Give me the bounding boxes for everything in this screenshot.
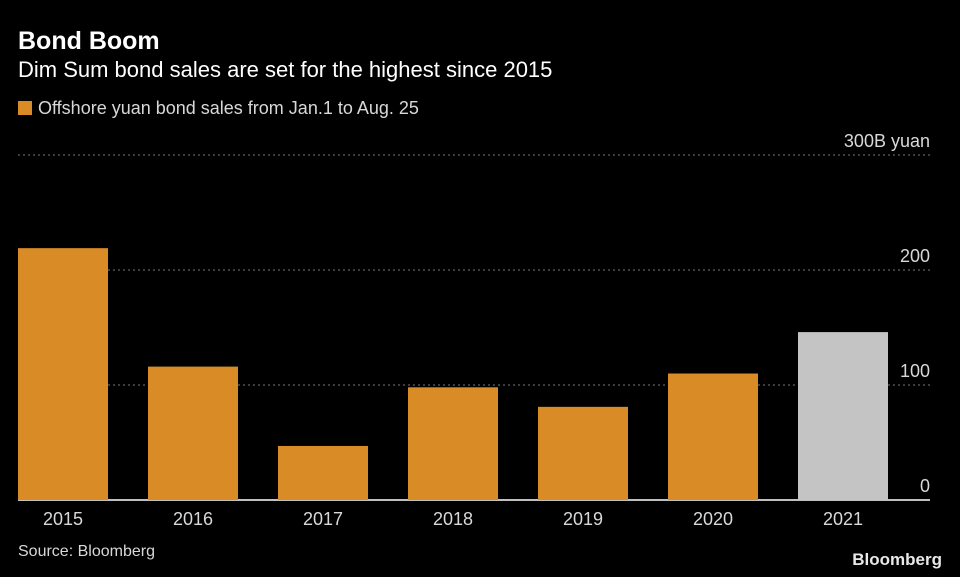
y-tick-label-0: 0: [920, 476, 930, 496]
y-tick-label-300: 300B yuan: [844, 131, 930, 151]
x-tick-label-2019: 2019: [563, 509, 603, 529]
x-tick-label-2017: 2017: [303, 509, 343, 529]
bar-2018: [408, 387, 498, 500]
chart-title: Bond Boom: [18, 27, 160, 55]
x-axis-tick-labels: 2015 2016 2017 2018 2019 2020 2021: [43, 509, 863, 529]
source-note: Source: Bloomberg: [18, 543, 155, 560]
legend-swatch: [18, 101, 32, 115]
x-tick-label-2021: 2021: [823, 509, 863, 529]
y-tick-label-100: 100: [900, 361, 930, 381]
legend-label: Offshore yuan bond sales from Jan.1 to A…: [38, 98, 419, 118]
y-tick-label-200: 200: [900, 246, 930, 266]
bars-layer: [18, 248, 888, 500]
x-tick-label-2015: 2015: [43, 509, 83, 529]
bloomberg-logo: Bloomberg: [852, 550, 942, 569]
bar-2017: [278, 445, 368, 500]
bar-2015: [18, 248, 108, 500]
bar-2019: [538, 406, 628, 500]
x-tick-label-2018: 2018: [433, 509, 473, 529]
bar-2020: [668, 373, 758, 500]
x-tick-label-2020: 2020: [693, 509, 733, 529]
chart-legend: Offshore yuan bond sales from Jan.1 to A…: [18, 96, 419, 120]
bar-2021: [798, 332, 888, 500]
bar-2016: [148, 366, 238, 500]
y-axis-tick-labels: 0 100 200 300B yuan: [844, 131, 930, 496]
x-tick-label-2016: 2016: [173, 509, 213, 529]
chart-subtitle: Dim Sum bond sales are set for the highe…: [18, 57, 553, 82]
